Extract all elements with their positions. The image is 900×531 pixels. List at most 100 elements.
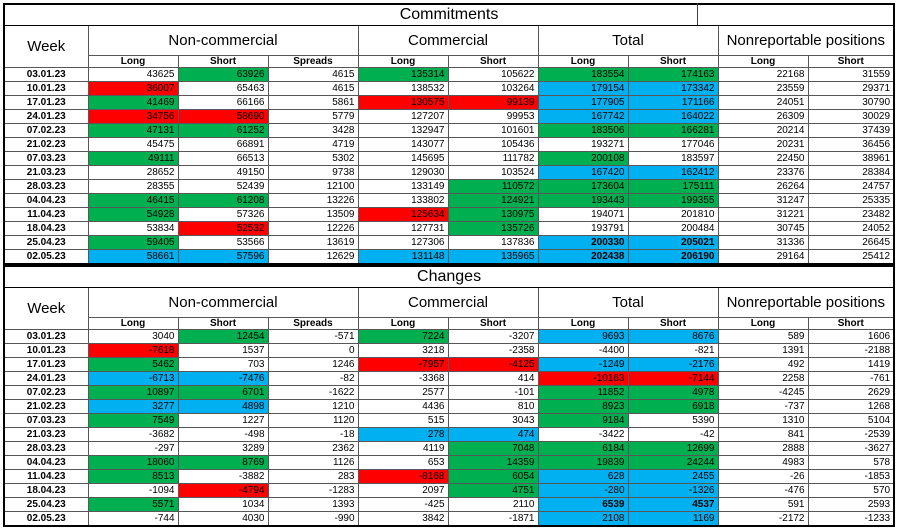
value-cell: 1268 (807, 399, 895, 414)
value-cell: -1871 (447, 511, 539, 527)
value-cell: 183554 (537, 67, 629, 82)
col-header-nc-short: Short (177, 317, 269, 330)
table-row: 18.04.23 53834 52532 12226 127731 135726 19379… (3, 221, 895, 236)
value-cell: 46415 (87, 193, 179, 208)
value-cell: 38961 (807, 151, 895, 166)
week-cell: 18.04.23 (3, 221, 89, 236)
value-cell: 6184 (537, 441, 629, 456)
week-cell: 04.04.23 (3, 455, 89, 470)
sub-header-row: Long Short Spreads Long Short Long Short… (4, 317, 895, 330)
value-cell: 13509 (267, 207, 359, 222)
value-cell: 5571 (87, 497, 179, 512)
value-cell: 177905 (537, 95, 629, 110)
value-cell: -1233 (807, 511, 895, 527)
value-cell: 2629 (807, 385, 895, 400)
value-cell: 49111 (87, 151, 179, 166)
value-cell: -7144 (627, 371, 719, 386)
value-cell: 810 (447, 399, 539, 414)
table-row: 02.05.23 58661 57596 12629 131148 135965 20243… (3, 249, 895, 265)
value-cell: 133149 (357, 179, 449, 194)
col-header-nc-long: Long (87, 317, 179, 330)
table-row: 10.01.23 36007 65463 4615 138532 103264 179154… (3, 81, 895, 96)
value-cell: 5104 (807, 413, 895, 428)
table-row: 24.01.23 34756 58690 5779 127207 99953 167742 1… (3, 109, 895, 124)
table-row: 18.04.23 -1094 -4794 -1283 2097 4751 -280 -1326… (3, 483, 895, 498)
value-cell: -7957 (357, 357, 449, 372)
value-cell: 1126 (267, 455, 359, 470)
value-cell: 52439 (177, 179, 269, 194)
value-cell: 41469 (87, 95, 179, 110)
value-cell: 628 (537, 469, 629, 484)
value-cell: -737 (717, 399, 809, 414)
value-cell: 7549 (87, 413, 179, 428)
value-cell: 589 (717, 329, 809, 344)
week-cell: 04.04.23 (3, 193, 89, 208)
value-cell: 132947 (357, 123, 449, 138)
week-cell: 02.05.23 (3, 249, 89, 265)
week-cell: 10.01.23 (3, 343, 89, 358)
col-header-t-long: Long (537, 55, 629, 68)
value-cell: 174163 (627, 67, 719, 82)
table-row: 07.02.23 47131 61252 3428 132947 101601 183506… (3, 123, 895, 138)
value-cell: 131148 (357, 249, 449, 265)
value-cell: 199355 (627, 193, 719, 208)
value-cell: 111782 (447, 151, 539, 166)
value-cell: 1606 (807, 329, 895, 344)
week-cell: 18.04.23 (3, 483, 89, 498)
sub-header-row: Long Short Spreads Long Short Long Short… (4, 55, 895, 68)
week-cell: 24.01.23 (3, 109, 89, 124)
value-cell: 24244 (627, 455, 719, 470)
week-cell: 07.03.23 (3, 151, 89, 166)
commitments-title: Commitments (3, 3, 895, 26)
table-row: 21.03.23 28652 49150 9738 129030 103524 167420… (3, 165, 895, 180)
value-cell: 841 (717, 427, 809, 442)
title-divider-line (697, 3, 698, 25)
value-cell: 2258 (717, 371, 809, 386)
value-cell: 18060 (87, 455, 179, 470)
value-cell: 28652 (87, 165, 179, 180)
value-cell: 127207 (357, 109, 449, 124)
value-cell: 1419 (807, 357, 895, 372)
commitments-body: 03.01.23 43625 63926 4615 135314 105622 183554… (3, 67, 895, 265)
value-cell: 202438 (537, 249, 629, 265)
value-cell: 8769 (177, 455, 269, 470)
value-cell: 3289 (177, 441, 269, 456)
value-cell: 29164 (717, 249, 809, 265)
value-cell: 138532 (357, 81, 449, 96)
week-cell: 07.03.23 (3, 413, 89, 428)
value-cell: 5861 (267, 95, 359, 110)
value-cell: -2172 (717, 511, 809, 527)
table-row: 24.01.23 -6713 -7476 -82 -3368 414 -10163 -7144… (3, 371, 895, 386)
value-cell: 31559 (807, 67, 895, 82)
value-cell: -3207 (447, 329, 539, 344)
value-cell: 166281 (627, 123, 719, 138)
value-cell: -3368 (357, 371, 449, 386)
value-cell: 162412 (627, 165, 719, 180)
value-cell: 66166 (177, 95, 269, 110)
value-cell: 29371 (807, 81, 895, 96)
value-cell: -280 (537, 483, 629, 498)
value-cell: 53834 (87, 221, 179, 236)
value-cell: -4794 (177, 483, 269, 498)
table-row: 21.02.23 45475 66891 4719 143077 105436 193271… (3, 137, 895, 152)
changes-table: Changes Week Non-commercial Commercial T… (3, 265, 896, 527)
value-cell: -1326 (627, 483, 719, 498)
value-cell: -1094 (87, 483, 179, 498)
value-cell: -3682 (87, 427, 179, 442)
value-cell: 4751 (447, 483, 539, 498)
value-cell: 57326 (177, 207, 269, 222)
col-header-nr-long: Long (717, 55, 809, 68)
value-cell: 200108 (537, 151, 629, 166)
value-cell: 11852 (537, 385, 629, 400)
value-cell: 1120 (267, 413, 359, 428)
week-cell: 07.02.23 (3, 385, 89, 400)
value-cell: -1283 (267, 483, 359, 498)
value-cell: 99953 (447, 109, 539, 124)
value-cell: 10897 (87, 385, 179, 400)
value-cell: 653 (357, 455, 449, 470)
week-cell: 25.04.23 (3, 497, 89, 512)
value-cell: -1249 (537, 357, 629, 372)
value-cell: 4978 (627, 385, 719, 400)
value-cell: 171166 (627, 95, 719, 110)
value-cell: 66513 (177, 151, 269, 166)
